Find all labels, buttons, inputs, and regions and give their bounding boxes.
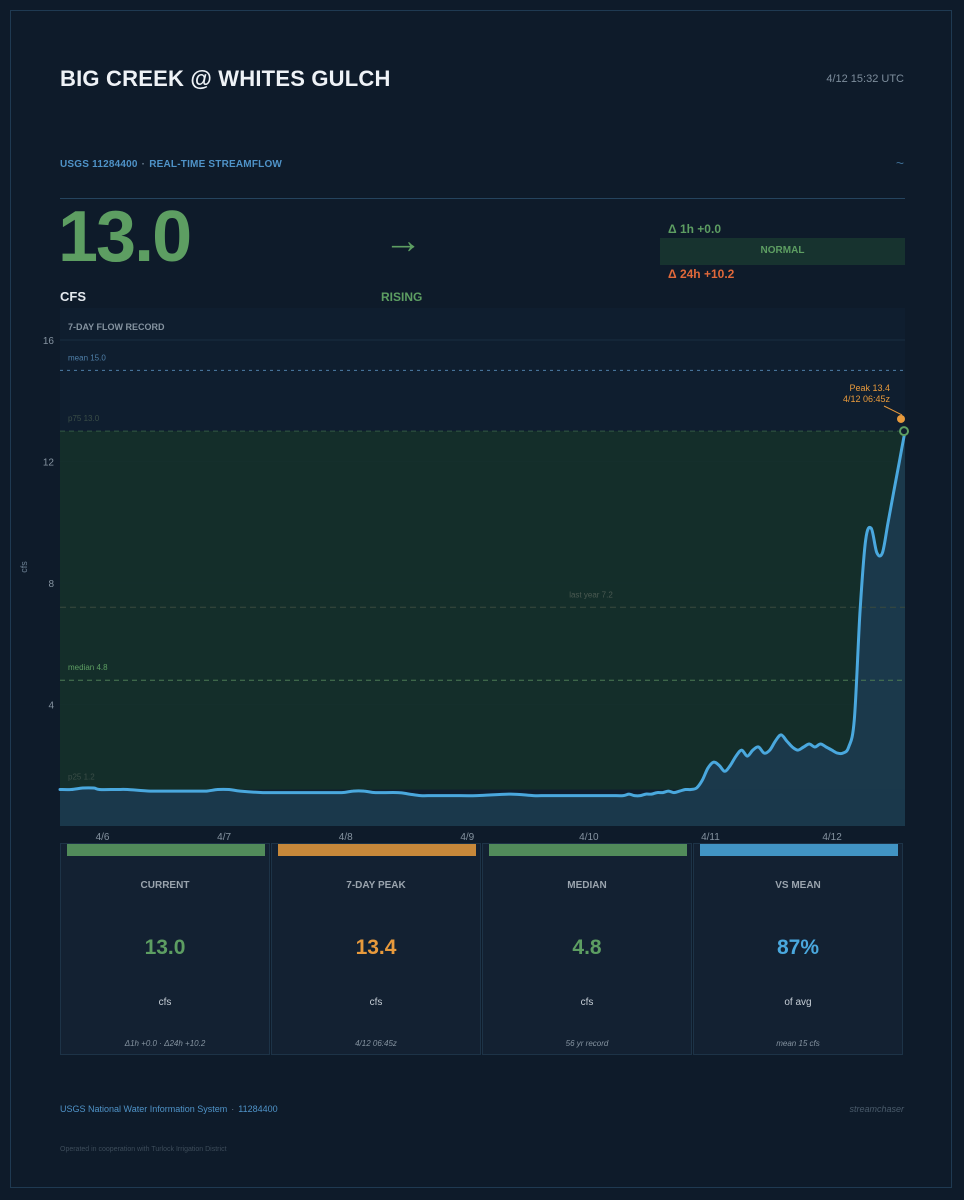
card-unit: of avg	[784, 997, 812, 1008]
site-id: 11284400	[238, 1104, 278, 1114]
y-tick-label: 16	[43, 336, 55, 347]
x-tick-label: 4/6	[96, 832, 110, 843]
page-title: BIG CREEK @ WHITES GULCH	[60, 66, 391, 91]
card-median: MEDIAN 4.8 cfs 56 yr record	[482, 843, 692, 1055]
brand-mark: streamchaser	[849, 1104, 904, 1114]
trend-label: RISING	[381, 290, 423, 304]
x-tick-label: 4/11	[701, 832, 720, 843]
delta-1h: Δ 1h +0.0	[668, 222, 721, 236]
reference-label: p25 1.2	[68, 773, 95, 782]
flow-area	[60, 431, 905, 826]
card-value: 4.8	[572, 936, 602, 959]
peak-time-label: 4/12 06:45z	[843, 394, 891, 404]
timestamp: 4/12 15:32 UTC	[826, 73, 904, 85]
y-tick-label: 8	[48, 579, 54, 590]
peak-marker	[897, 414, 905, 423]
footer-source: USGS National Water Information System · 1…	[60, 1104, 278, 1114]
card-label: VS MEAN	[775, 880, 821, 891]
x-tick-label: 4/7	[217, 832, 231, 843]
card-value: 13.4	[355, 936, 397, 959]
card-note: Δ1h +0.0 · Δ24h +10.2	[124, 1039, 206, 1048]
current-flow-value: 13.0	[58, 197, 192, 277]
x-tick-label: 4/10	[579, 832, 599, 843]
card-current: CURRENT 13.0 cfs Δ1h +0.0 · Δ24h +10.2	[60, 843, 270, 1055]
chart-title: 7-DAY FLOW RECORD	[68, 322, 165, 332]
separator: ·	[231, 1104, 235, 1114]
card-value: 87%	[776, 936, 820, 959]
card-value: 13.0	[144, 936, 186, 959]
y-tick-label: 12	[43, 458, 55, 469]
card-unit: cfs	[369, 997, 383, 1008]
card-accent-bar	[278, 844, 476, 856]
current-flow-unit: CFS	[60, 289, 86, 304]
reference-label: median 4.8	[68, 663, 108, 672]
x-axis-strip	[60, 826, 905, 844]
gauge-id: USGS 11284400	[60, 159, 138, 170]
card-vs-mean: VS MEAN 87% of avg mean 15 cfs	[693, 843, 903, 1055]
reference-label: mean 15.0	[68, 353, 106, 362]
trend-arrow-icon: →	[384, 220, 422, 262]
card-note: 4/12 06:45z	[355, 1039, 397, 1048]
status-badge: NORMAL	[660, 238, 905, 265]
separator: ·	[141, 159, 146, 170]
card-unit: cfs	[580, 997, 594, 1008]
peak-label: Peak 13.4	[849, 383, 890, 393]
card-peak: 7-DAY PEAK 13.4 cfs 4/12 06:45z	[271, 843, 481, 1055]
flow-line	[58, 429, 907, 798]
card-note: 56 yr record	[565, 1039, 609, 1048]
cooperation-note: Operated in cooperation with Turlock Irr…	[60, 1146, 227, 1153]
percentile-band	[60, 431, 905, 790]
card-label: 7-DAY PEAK	[346, 880, 406, 891]
y-tick-label: 4	[48, 701, 54, 712]
card-accent-bar	[489, 844, 687, 856]
flow-chart: 7-DAY FLOW RECORD 4 8 12 16 cfs mean 15.0 p75 1…	[19, 322, 909, 844]
card-note: mean 15 cfs	[776, 1039, 820, 1048]
peak-leader	[883, 405, 903, 416]
wave-icon: ~	[895, 155, 904, 171]
source-link[interactable]: USGS National Water Information System	[60, 1104, 228, 1114]
y-axis-label: cfs	[19, 561, 29, 573]
card-label: CURRENT	[140, 880, 190, 891]
delta-24h: Δ 24h +10.2	[668, 267, 735, 281]
reference-label: p75 13.0	[68, 414, 100, 423]
card-accent-bar	[700, 844, 898, 856]
card-unit: cfs	[158, 997, 172, 1008]
x-tick-label: 4/8	[339, 832, 353, 843]
card-label: MEDIAN	[567, 880, 607, 891]
divider	[60, 198, 905, 199]
gauge-subtitle: USGS 11284400 · REAL-TIME STREAMFLOW	[60, 159, 282, 170]
feed-label: REAL-TIME STREAMFLOW	[149, 159, 283, 170]
card-accent-bar	[67, 844, 265, 856]
reference-label: last year 7.2	[569, 590, 613, 599]
outer-frame	[10, 10, 952, 1188]
current-marker	[899, 426, 909, 437]
x-tick-label: 4/12	[822, 832, 842, 843]
x-tick-label: 4/9	[460, 832, 474, 843]
